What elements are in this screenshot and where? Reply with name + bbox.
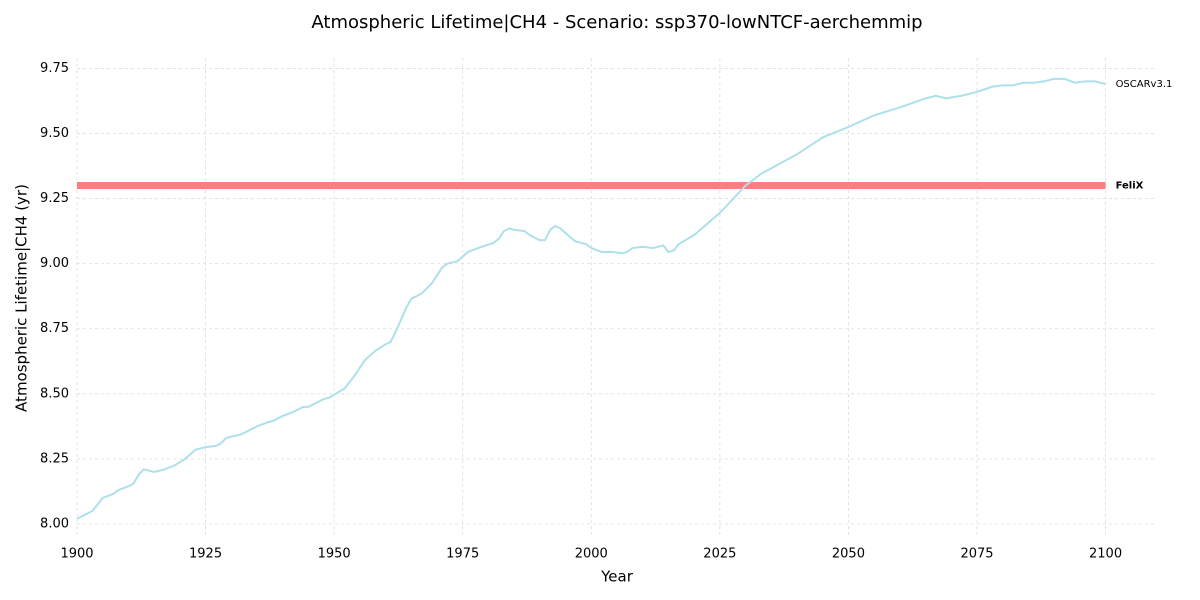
x-tick-label: 2100 — [1089, 547, 1122, 562]
y-tick-label: 8.50 — [40, 386, 69, 401]
series-label: FeliX — [1116, 181, 1144, 192]
chart-title: Atmospheric Lifetime|CH4 - Scenario: ssp… — [311, 12, 922, 33]
y-tick-label: 9.25 — [40, 191, 69, 206]
x-tick-label: 1925 — [189, 547, 222, 562]
y-tick-label: 8.75 — [40, 321, 69, 336]
y-tick-label: 9.50 — [40, 126, 69, 141]
y-axis-label: Atmospheric Lifetime|CH4 (yr) — [13, 184, 31, 412]
x-tick-label: 2025 — [703, 547, 736, 562]
x-axis-label: Year — [600, 568, 634, 586]
x-tick-label: 2075 — [960, 547, 993, 562]
y-tick-label: 8.00 — [40, 516, 69, 531]
x-tick-label: 1950 — [318, 547, 351, 562]
y-tick-label: 8.25 — [40, 451, 69, 466]
series-label: OSCARv3.1 — [1116, 79, 1173, 90]
x-tick-label: 2050 — [832, 547, 865, 562]
y-tick-label: 9.75 — [40, 61, 69, 76]
x-tick-label: 1900 — [60, 547, 93, 562]
x-tick-label: 1975 — [446, 547, 479, 562]
y-tick-label: 9.00 — [40, 256, 69, 271]
series-line — [76, 77, 1106, 520]
x-tick-label: 2000 — [575, 547, 608, 562]
